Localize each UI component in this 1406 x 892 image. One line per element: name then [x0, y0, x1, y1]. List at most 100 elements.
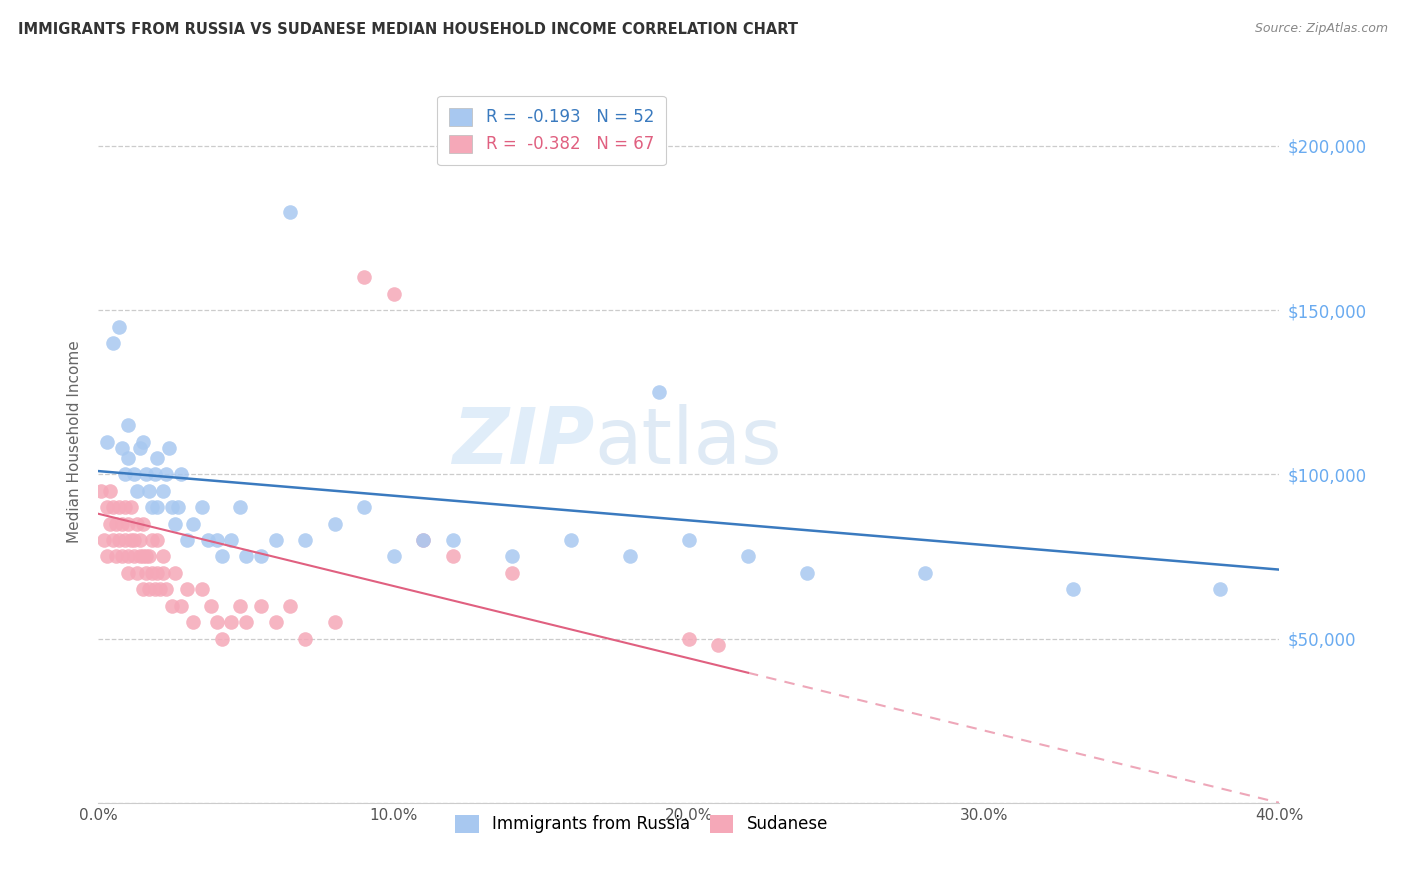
Point	[170, 467, 193, 482]
Point	[128, 549, 150, 564]
Point	[141, 533, 163, 547]
Point	[323, 516, 346, 531]
Point	[98, 483, 121, 498]
Point	[122, 533, 145, 547]
Point	[122, 467, 145, 482]
Legend: Immigrants from Russia, Sudanese: Immigrants from Russia, Sudanese	[444, 803, 839, 845]
Point	[353, 270, 375, 285]
Point	[205, 615, 228, 630]
Point	[155, 582, 177, 597]
Point	[105, 549, 128, 564]
Point	[1209, 582, 1232, 597]
Point	[1062, 582, 1084, 597]
Point	[181, 615, 204, 630]
Point	[229, 599, 252, 613]
Point	[737, 549, 759, 564]
Point	[111, 441, 134, 455]
Point	[191, 500, 214, 515]
Point	[353, 500, 375, 515]
Point	[914, 566, 936, 580]
Point	[264, 615, 287, 630]
Point	[152, 549, 174, 564]
Point	[678, 632, 700, 646]
Point	[149, 582, 172, 597]
Point	[117, 516, 139, 531]
Point	[157, 441, 180, 455]
Point	[165, 566, 187, 580]
Point	[96, 549, 118, 564]
Point	[146, 500, 169, 515]
Point	[141, 500, 163, 515]
Point	[323, 615, 346, 630]
Point	[103, 533, 125, 547]
Point	[152, 483, 174, 498]
Point	[132, 434, 155, 449]
Point	[143, 582, 166, 597]
Point	[176, 582, 198, 597]
Point	[117, 450, 139, 465]
Point	[191, 582, 214, 597]
Point	[90, 483, 112, 498]
Point	[155, 467, 177, 482]
Point	[128, 533, 150, 547]
Point	[141, 566, 163, 580]
Point	[143, 467, 166, 482]
Point	[122, 549, 145, 564]
Point	[165, 516, 187, 531]
Point	[125, 566, 148, 580]
Point	[235, 549, 257, 564]
Point	[235, 615, 257, 630]
Point	[132, 549, 155, 564]
Point	[560, 533, 582, 547]
Point	[250, 599, 273, 613]
Point	[152, 566, 174, 580]
Point	[93, 533, 115, 547]
Point	[382, 549, 405, 564]
Point	[167, 500, 190, 515]
Point	[120, 500, 142, 515]
Point	[128, 441, 150, 455]
Point	[114, 500, 136, 515]
Point	[176, 533, 198, 547]
Text: ZIP: ZIP	[453, 403, 595, 480]
Point	[103, 500, 125, 515]
Point	[108, 500, 131, 515]
Point	[501, 566, 523, 580]
Point	[135, 549, 157, 564]
Point	[146, 566, 169, 580]
Point	[108, 533, 131, 547]
Point	[117, 566, 139, 580]
Point	[412, 533, 434, 547]
Point	[229, 500, 252, 515]
Point	[619, 549, 641, 564]
Point	[197, 533, 219, 547]
Point	[125, 516, 148, 531]
Point	[501, 549, 523, 564]
Point	[132, 516, 155, 531]
Point	[678, 533, 700, 547]
Point	[412, 533, 434, 547]
Point	[98, 516, 121, 531]
Point	[135, 566, 157, 580]
Point	[648, 385, 671, 400]
Point	[796, 566, 818, 580]
Point	[211, 549, 233, 564]
Point	[146, 533, 169, 547]
Point	[382, 286, 405, 301]
Point	[117, 549, 139, 564]
Text: IMMIGRANTS FROM RUSSIA VS SUDANESE MEDIAN HOUSEHOLD INCOME CORRELATION CHART: IMMIGRANTS FROM RUSSIA VS SUDANESE MEDIA…	[18, 22, 799, 37]
Point	[181, 516, 204, 531]
Point	[103, 336, 125, 351]
Point	[250, 549, 273, 564]
Point	[221, 615, 243, 630]
Point	[205, 533, 228, 547]
Point	[441, 533, 464, 547]
Point	[138, 483, 160, 498]
Point	[280, 204, 302, 219]
Point	[105, 516, 128, 531]
Point	[125, 483, 148, 498]
Point	[138, 549, 160, 564]
Point	[264, 533, 287, 547]
Point	[294, 533, 316, 547]
Point	[146, 450, 169, 465]
